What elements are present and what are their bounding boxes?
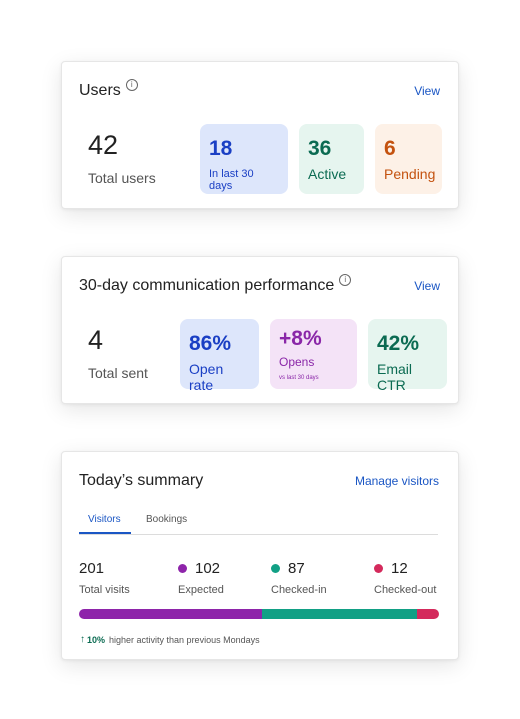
- manage-visitors-link[interactable]: Manage visitors: [354, 474, 439, 488]
- todays-summary-card: Today’s summary Manage visitors Visitors…: [61, 451, 459, 660]
- stat-value: 87: [288, 560, 305, 577]
- activity-percent: 10%: [87, 634, 106, 645]
- tile-value: 18: [209, 137, 233, 160]
- total-sent-label: Total sent: [88, 365, 148, 381]
- tile-value: 6: [384, 137, 396, 160]
- communication-title-text: 30-day communication performance: [79, 277, 335, 294]
- stat-label: Checked-in: [271, 584, 327, 596]
- checked-out-stat: 12 Checked-out: [374, 560, 436, 596]
- tile-value: 86%: [189, 332, 232, 355]
- checked-out-dot-icon: [374, 564, 383, 573]
- checked-in-stat: 87 Checked-in: [271, 560, 327, 596]
- users-card-title: Users i: [79, 79, 138, 100]
- summary-tabs: Visitors Bookings: [79, 510, 438, 535]
- summary-card-title: Today’s summary: [79, 472, 204, 489]
- open-rate-tile[interactable]: 86% Open rate: [180, 319, 259, 393]
- tile-label: Open rate: [189, 361, 224, 393]
- total-sent-stat: 4 Total sent: [88, 325, 148, 382]
- activity-text: higher activity than previous Mondays: [109, 634, 260, 645]
- email-ctr-tile[interactable]: 42% Email CTR: [368, 319, 447, 393]
- users-card: Users i View 42 Total users 18 In last 3…: [61, 61, 459, 209]
- total-users-label: Total users: [88, 170, 156, 186]
- opens-tile[interactable]: +8% Opens vs last 30 days: [270, 319, 357, 389]
- communication-view-link[interactable]: View: [414, 279, 440, 293]
- bar-segment-expected: [79, 609, 262, 619]
- users-pending-tile[interactable]: 6 Pending: [375, 124, 442, 194]
- stat-value: 201: [79, 560, 105, 577]
- tile-label: Active: [308, 166, 347, 182]
- stat-value: 12: [391, 560, 408, 577]
- stat-label: Expected: [178, 584, 224, 596]
- users-view-link[interactable]: View: [414, 84, 440, 98]
- tile-label: Pending: [384, 166, 436, 182]
- activity-note: ↑ 10% higher activity than previous Mond…: [80, 634, 260, 645]
- users-last-30-days-tile[interactable]: 18 In last 30 days: [200, 124, 288, 194]
- expected-stat: 102 Expected: [178, 560, 224, 596]
- stat-label: Checked-out: [374, 584, 437, 596]
- expected-dot-icon: [178, 564, 187, 573]
- total-sent-value: 4: [88, 325, 104, 355]
- total-users-value: 42: [88, 130, 119, 160]
- tile-label: In last 30 days: [209, 168, 254, 192]
- bar-segment-checked-out: [417, 609, 439, 619]
- tile-value: 36: [308, 137, 332, 160]
- visits-progress-bar: [79, 609, 439, 619]
- bar-segment-checked-in: [261, 609, 418, 619]
- tile-value: +8%: [279, 327, 322, 350]
- tab-visitors[interactable]: Visitors: [79, 514, 131, 534]
- arrow-up-icon: ↑: [80, 634, 85, 645]
- checked-in-dot-icon: [271, 564, 280, 573]
- info-icon[interactable]: i: [125, 79, 138, 91]
- stat-value: 102: [195, 560, 221, 577]
- tab-bookings[interactable]: Bookings: [146, 514, 188, 525]
- tile-label: Email CTR: [377, 361, 413, 393]
- total-users-stat: 42 Total users: [88, 130, 156, 187]
- users-title-text: Users: [79, 82, 121, 99]
- tile-sublabel: vs last 30 days: [279, 375, 319, 381]
- communication-card: 30-day communication performance i View …: [61, 256, 459, 404]
- stat-label: Total visits: [79, 584, 130, 596]
- tile-label: Opens: [279, 355, 315, 369]
- total-visits-stat: 201 Total visits: [79, 560, 130, 596]
- communication-card-title: 30-day communication performance i: [79, 274, 352, 295]
- tile-value: 42%: [377, 332, 420, 355]
- info-icon[interactable]: i: [339, 274, 352, 286]
- users-active-tile[interactable]: 36 Active: [299, 124, 364, 194]
